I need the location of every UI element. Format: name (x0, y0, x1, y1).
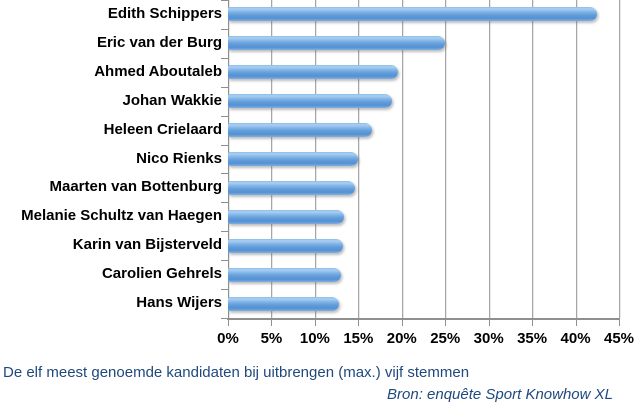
category-label: Melanie Schultz van Haegen (21, 207, 222, 225)
category-label: Maarten van Bottenburg (49, 178, 222, 196)
gridline-35pct (532, 0, 534, 318)
x-axis-tick (358, 320, 360, 326)
chart-caption: De elf meest genoemde kandidaten bij uit… (3, 364, 470, 381)
bar (228, 267, 341, 282)
bar (228, 36, 446, 51)
category-label: Ahmed Aboutaleb (94, 62, 222, 80)
category-label: Johan Wakkie (122, 91, 222, 109)
category-tick (221, 260, 228, 261)
x-axis-tick (445, 320, 447, 326)
category-label: Nico Rienks (136, 149, 222, 167)
category-tick (221, 318, 228, 319)
x-axis-tick-label: 45% (603, 330, 635, 347)
x-axis-tick-label: 20% (386, 330, 417, 347)
x-axis-line (227, 318, 620, 320)
category-label: Edith Schippers (107, 5, 222, 22)
category-tick (221, 289, 228, 290)
bar (228, 65, 399, 80)
gridline-40pct (575, 0, 577, 318)
x-axis-tick (532, 320, 534, 326)
plot-area (228, 0, 620, 318)
x-axis-tick-label: 35% (517, 330, 548, 347)
category-tick (221, 58, 228, 59)
x-axis-tick (228, 320, 229, 326)
bar (228, 152, 359, 166)
gridline-30pct (488, 0, 490, 318)
category-axis-labels: Edith Schippers Eric van der Burg Ahmed Ab… (0, 0, 222, 318)
x-axis-tick (401, 320, 403, 326)
bar (228, 123, 373, 138)
gridline-45pct (619, 0, 620, 318)
bar (228, 238, 343, 253)
bar (228, 7, 598, 22)
category-label: Karin van Bijsterveld (72, 236, 222, 254)
x-axis-tick-label: 25% (430, 330, 461, 347)
x-axis-tick-label: 15% (343, 330, 374, 347)
x-axis-tick-label: 10% (299, 330, 330, 347)
category-tick (221, 116, 228, 117)
x-axis-tick-label: 5% (260, 330, 283, 347)
category-tick (221, 231, 228, 232)
chart-source: Bron: enquête Sport Knowhow XL (387, 386, 613, 403)
gridline-15pct (358, 0, 360, 318)
category-tick (221, 87, 228, 88)
x-axis-tick-label: 0% (217, 330, 239, 347)
x-axis-tick-label: 30% (473, 330, 504, 347)
x-axis-tick (314, 320, 316, 326)
category-tick (221, 29, 228, 30)
gridline-25pct (445, 0, 447, 318)
bar (228, 94, 393, 109)
x-axis-tick (575, 320, 577, 326)
category-label: Hans Wijers (136, 294, 222, 312)
gridline-20pct (401, 0, 403, 318)
x-axis-tick-label: 40% (560, 330, 591, 347)
category-tick (221, 145, 228, 146)
category-tick (221, 173, 228, 174)
x-axis-tick (271, 320, 273, 326)
category-label: Heleen Crielaard (103, 120, 222, 138)
x-axis-tick (619, 320, 620, 326)
bar (228, 209, 345, 224)
bar (228, 296, 340, 311)
category-label: Carolien Gehrels (101, 265, 222, 283)
bar (228, 180, 355, 195)
category-tick (221, 202, 228, 203)
category-tick (221, 0, 228, 1)
x-axis-tick (488, 320, 490, 326)
category-label: Eric van der Burg (96, 33, 222, 51)
